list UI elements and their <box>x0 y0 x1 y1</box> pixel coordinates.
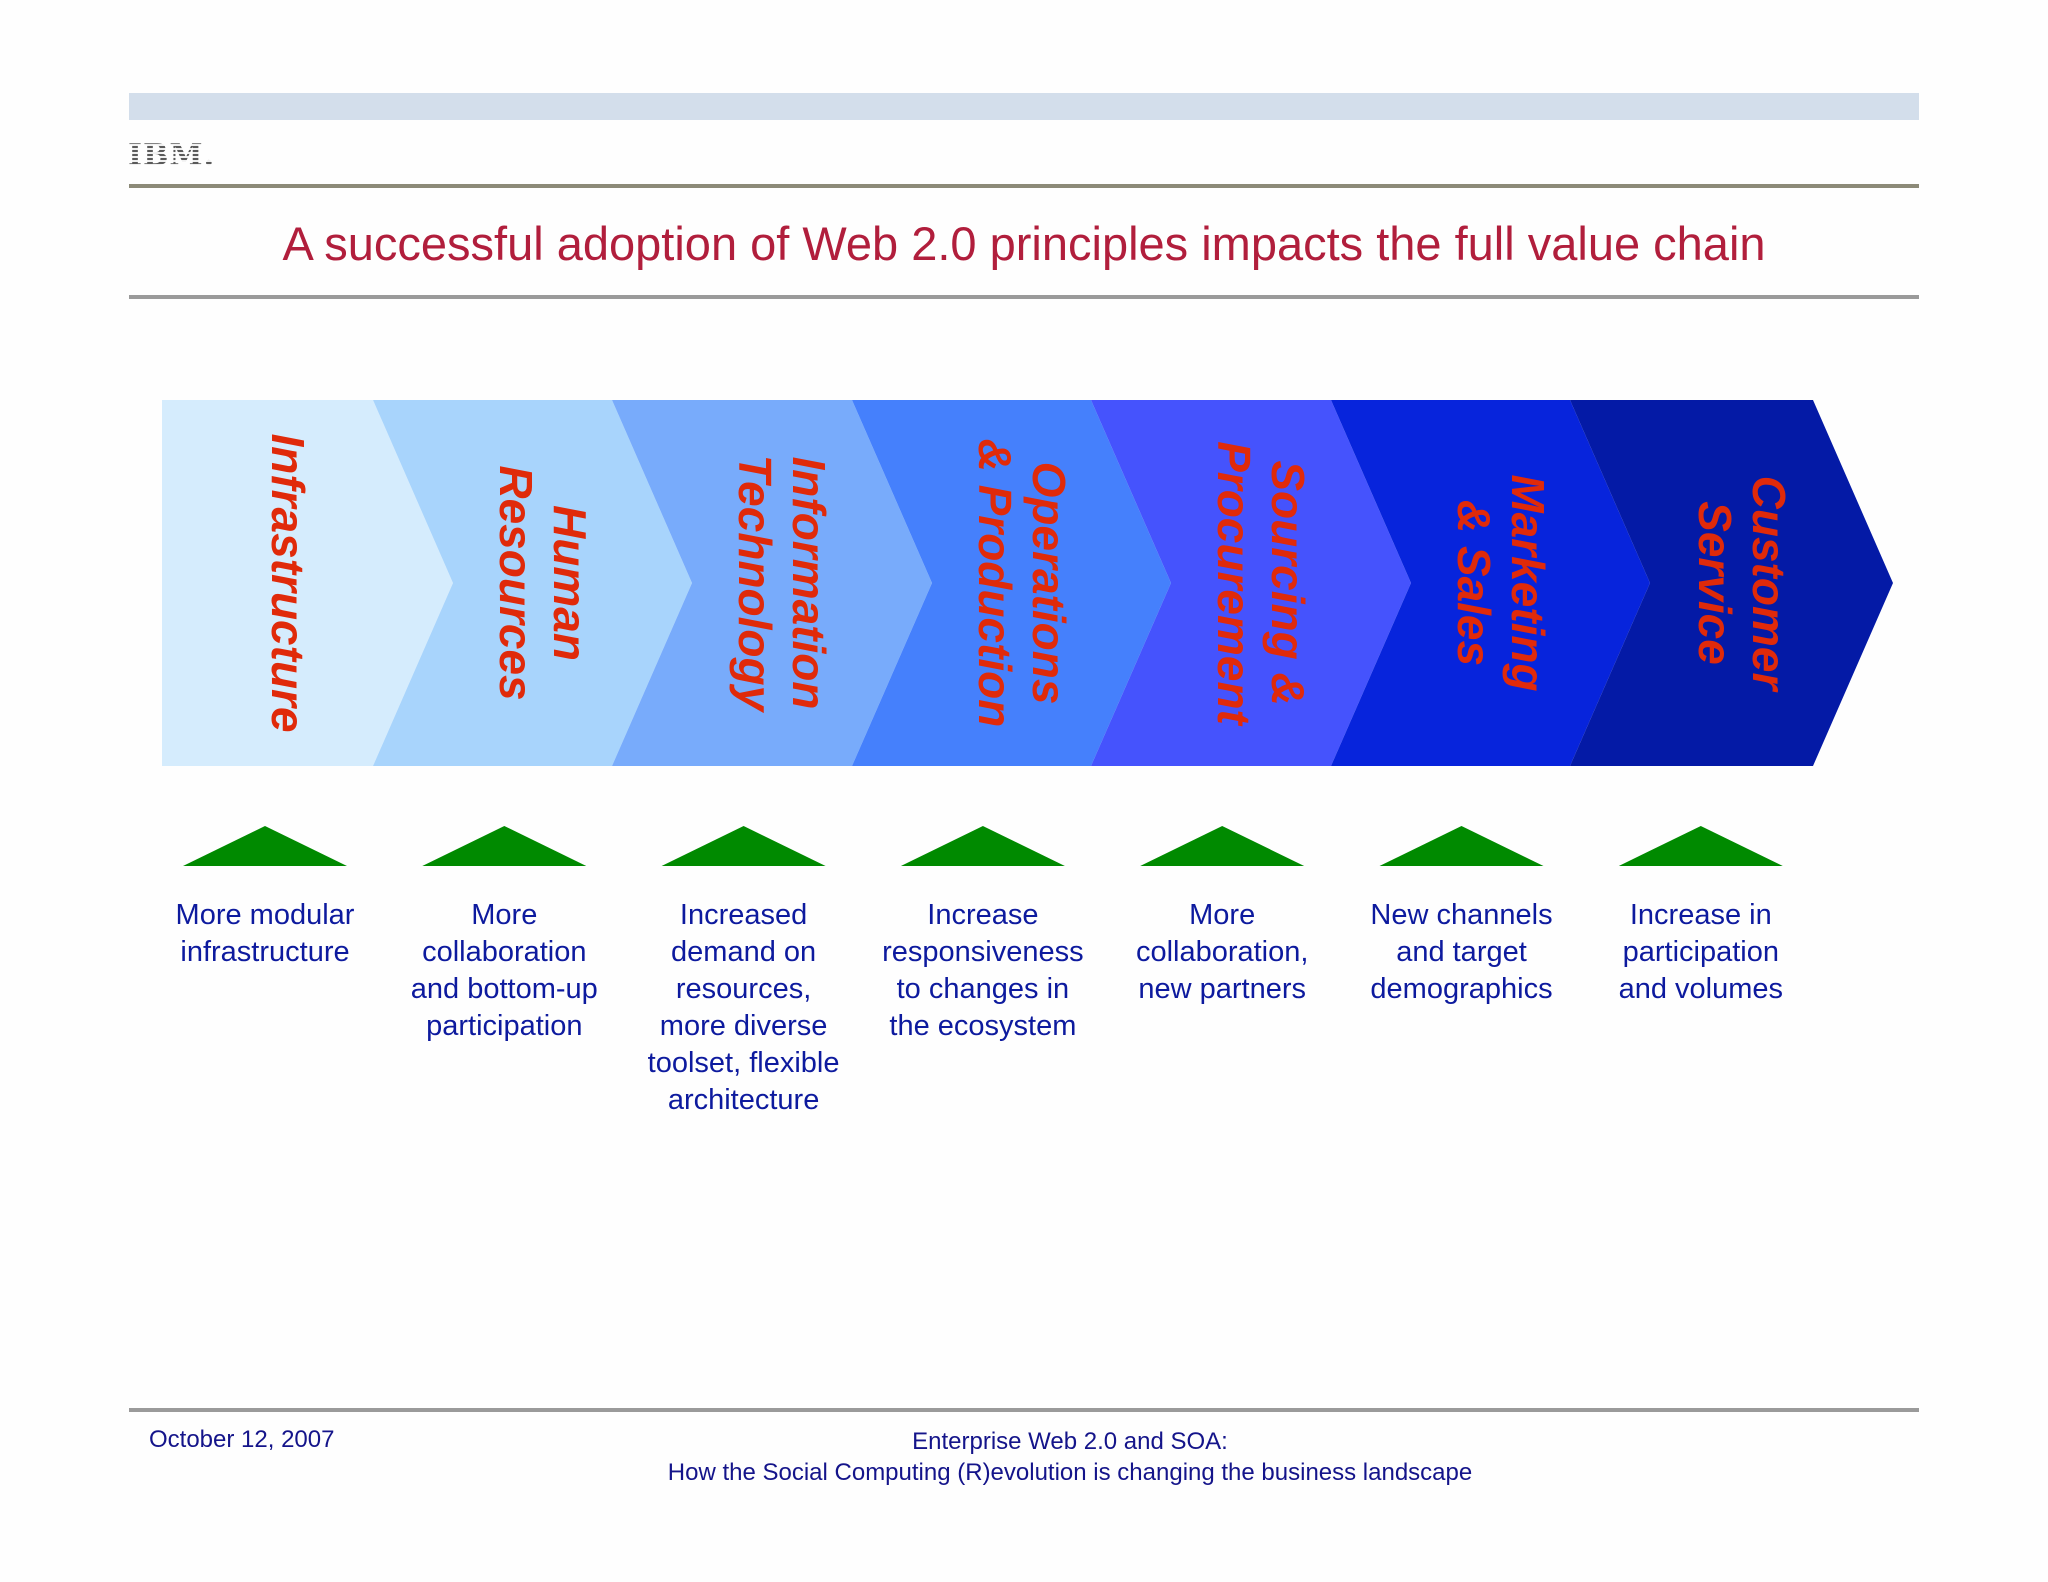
header-band <box>129 93 1919 120</box>
description-line: demographics <box>1370 973 1553 1005</box>
stage-label-line-2: Technology <box>729 454 781 712</box>
stage-label-line-1: Marketing <box>1501 474 1554 692</box>
description-line: more diverse <box>659 1010 828 1042</box>
stage-label: Infrastructure <box>261 423 315 743</box>
stage-label: Information Technology <box>728 423 836 743</box>
description-line: More <box>471 899 538 931</box>
description-line: toolset, flexible <box>647 1047 840 1079</box>
stage-label-line-1: Operations <box>1022 461 1075 705</box>
footer-presentation-title: Enterprise Web 2.0 and SOA: How the Soci… <box>570 1426 1570 1488</box>
description-line: collaboration <box>422 936 587 968</box>
ibm-logo: IBM. <box>128 138 216 173</box>
description-line: Increase <box>927 899 1039 931</box>
stage-label-line-1: Infrastructure <box>261 433 314 733</box>
green-up-triangle-icon <box>900 826 1065 866</box>
stage-label-line-1: Sourcing & <box>1262 460 1314 706</box>
chevron-stage-6 <box>1331 400 1650 766</box>
description-line: and target <box>1396 936 1527 968</box>
stage-label-line-1: Customer <box>1742 475 1795 691</box>
stage-label-line-2: & Sales <box>1447 499 1500 667</box>
header-divider <box>129 184 1919 188</box>
stage-label-line-1: Human <box>543 505 596 661</box>
description-line: collaboration, <box>1135 936 1309 968</box>
green-up-triangle-icon <box>1379 826 1544 866</box>
footer-date: October 12, 2007 <box>149 1426 335 1453</box>
stage-label: Operations & Production <box>968 423 1076 743</box>
stage-label-line-1: Information <box>783 456 835 710</box>
stage-label: Marketing & Sales <box>1447 423 1555 743</box>
stage-label-line-2: Resources <box>489 465 542 701</box>
stage-label-line-2: & Production <box>968 438 1021 728</box>
stage-impact-description: More modular infrastructure <box>150 897 380 971</box>
description-line: New channels <box>1370 899 1553 931</box>
chevron-stage-4 <box>852 400 1171 766</box>
green-up-triangle-icon <box>1140 826 1305 866</box>
description-line: new partners <box>1138 973 1307 1005</box>
description-line: responsiveness <box>882 936 1084 968</box>
page-title: A successful adoption of Web 2.0 princip… <box>282 217 1766 270</box>
green-up-triangle-icon <box>661 826 826 866</box>
chevron-stage-2 <box>373 400 692 766</box>
chevron-stage-5 <box>1091 400 1411 766</box>
stage-impact-description: Increase in participation and volumes <box>1586 897 1816 1008</box>
description-line: infrastructure <box>180 936 350 968</box>
title-divider <box>129 295 1919 299</box>
chevron-stage-3 <box>612 400 932 766</box>
stage-impact-description: Increase responsiveness to changes in the e… <box>868 897 1098 1045</box>
stage-label-line-2: Procurement <box>1208 441 1260 725</box>
footer-divider <box>129 1408 1919 1412</box>
description-line: More modular <box>175 899 355 931</box>
footer-title-line-2: How the Social Computing (R)evolution is… <box>667 1459 1473 1486</box>
description-line: to changes in <box>896 973 1070 1005</box>
stage-label-line-2: Service <box>1688 501 1741 665</box>
description-line: the ecosystem <box>889 1010 1077 1042</box>
stage-impact-description: New channels and target demographics <box>1347 897 1577 1008</box>
description-line: participation <box>426 1010 583 1042</box>
description-line: Increase in <box>1629 899 1772 931</box>
description-line: and bottom-up <box>410 973 598 1005</box>
chevron-stage-1 <box>162 400 453 766</box>
stage-impact-description: Increased demand on resources, more diverse… <box>629 897 859 1119</box>
description-line: architecture <box>667 1084 820 1116</box>
chevron-stage-7 <box>1570 400 1893 766</box>
stage-label: Human Resources <box>489 423 597 743</box>
stage-label: Sourcing & Procurement <box>1207 423 1315 743</box>
footer-title-line-1: Enterprise Web 2.0 and SOA: <box>912 1428 1228 1455</box>
stage-impact-description: More collaboration, new partners <box>1107 897 1337 1008</box>
green-up-triangle-icon <box>422 826 587 866</box>
description-line: More <box>1189 899 1256 931</box>
stage-impact-description: More collaboration and bottom-up participat… <box>389 897 619 1045</box>
description-line: resources, <box>675 973 812 1005</box>
green-up-triangle-icon <box>1618 826 1783 866</box>
description-line: Increased <box>679 899 808 931</box>
green-up-triangle-icon <box>183 826 347 866</box>
stage-label: Customer Service <box>1688 423 1796 743</box>
description-line: and volumes <box>1618 973 1784 1005</box>
description-line: participation <box>1622 936 1779 968</box>
description-line: demand on <box>671 936 817 968</box>
